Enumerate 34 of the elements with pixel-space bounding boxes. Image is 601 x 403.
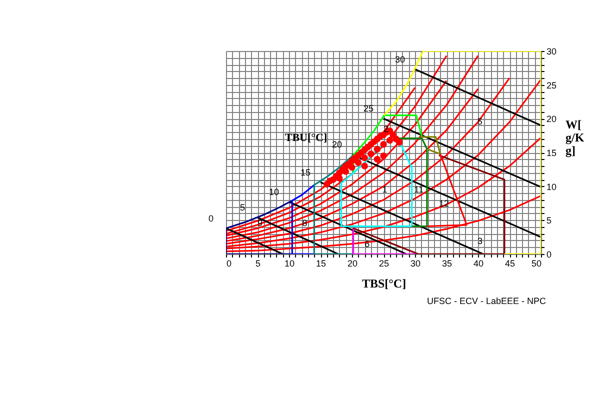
x-tick-label: 45 [504,258,516,268]
annotation: 11 [414,184,424,195]
y-tick-label: 10 [546,182,557,192]
annotation: 1 [382,184,388,195]
annotation: 0 [208,213,214,224]
annotation: 15 [300,167,311,178]
annotation: 3 [477,236,483,246]
annotation: 9 [258,218,263,228]
x-axis-title: TBS[°C] [362,276,406,290]
y-tick-label: 0 [546,250,552,260]
y-axis-title: W[g/Kg] [566,118,585,158]
x-tick-label: 5 [255,258,261,268]
annotation: 2 [384,124,389,134]
x-tick-label: 15 [316,258,326,268]
annotation: 5 [240,202,246,212]
x-tick-label: 0 [226,258,232,268]
x-tick-label: 35 [442,258,452,268]
x-tick-label: 40 [473,258,484,268]
y-tick-label: 20 [546,114,557,124]
x-tick-label: 10 [284,258,295,268]
annotation: 30 [394,54,406,64]
annotation: TBU[°C] [284,132,328,144]
y-tick-label: 5 [546,216,552,226]
x-tick-label: 25 [378,258,390,268]
y-tick-label: 25 [546,80,557,90]
text: UFSC - ECV - LabEEE - NPC [426,296,546,306]
annotation: 10 [268,186,280,197]
y-tick-label: 15 [546,148,557,158]
x-tick-label: 20 [347,258,358,268]
x-tick-label: 30 [410,258,421,268]
x-tick-label: 50 [531,258,542,268]
annotation: 25 [363,104,374,114]
y-tick-label: 30 [546,46,557,56]
annotation: 20 [332,140,342,150]
